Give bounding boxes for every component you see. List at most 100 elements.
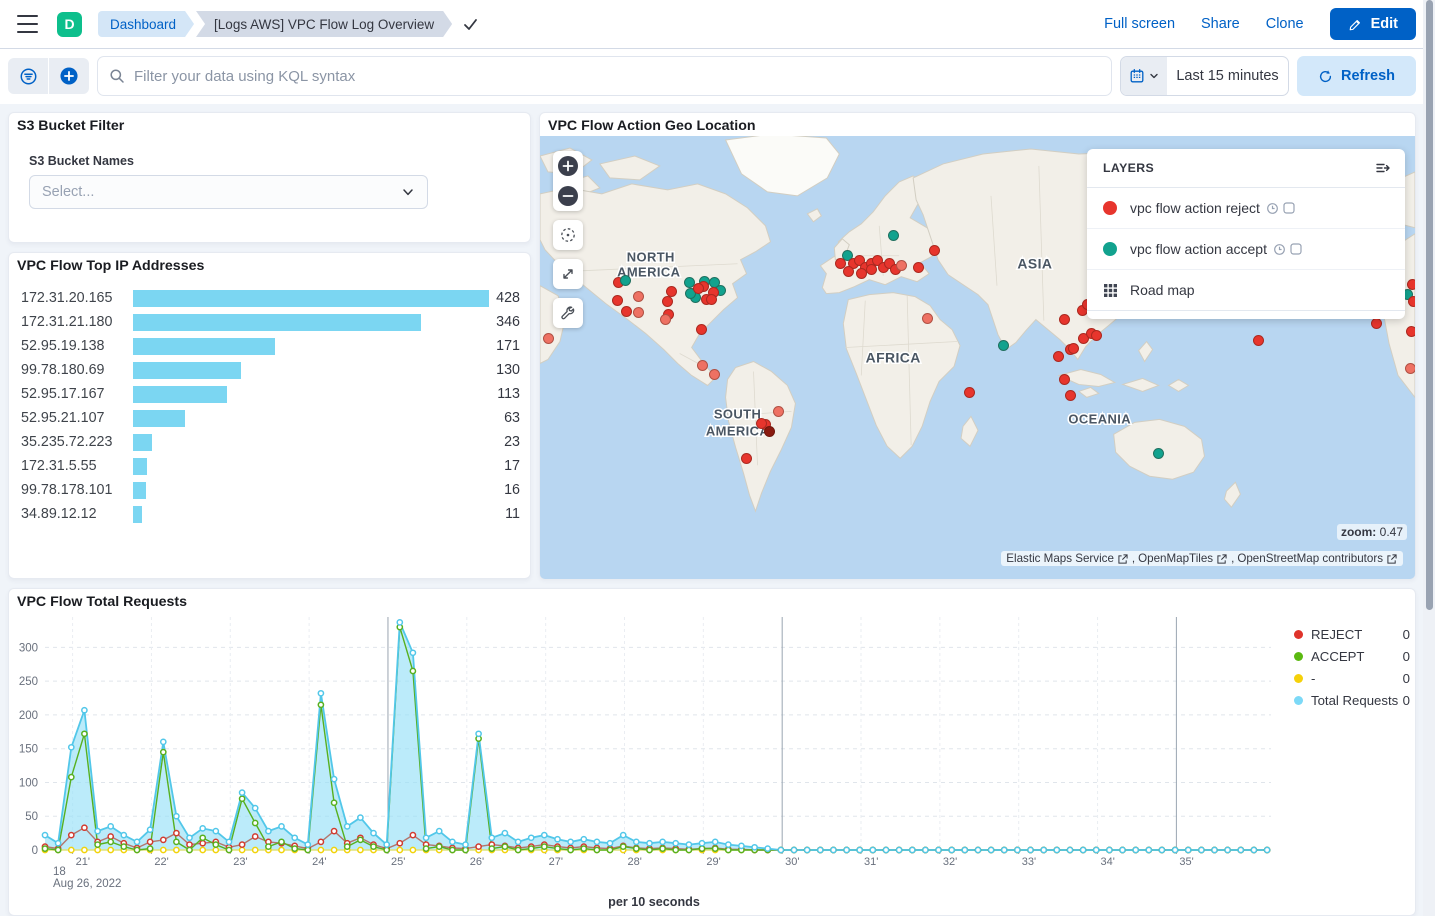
map-point[interactable] [740, 452, 752, 464]
data-point[interactable] [383, 841, 391, 848]
data-point[interactable] [816, 846, 824, 854]
ip-bar[interactable] [132, 313, 421, 331]
data-point[interactable] [343, 823, 351, 830]
data-point[interactable] [422, 834, 430, 842]
time-range-value[interactable]: Last 15 minutes [1176, 68, 1279, 84]
map-point[interactable] [661, 295, 673, 307]
data-point[interactable] [462, 841, 469, 848]
share-button[interactable]: Share [1201, 16, 1240, 32]
data-point[interactable] [67, 831, 75, 839]
map-point[interactable] [1407, 295, 1415, 307]
data-point[interactable] [343, 843, 351, 850]
data-point[interactable] [1066, 846, 1074, 854]
map-tools-button[interactable] [553, 298, 583, 328]
data-point[interactable] [225, 838, 233, 846]
data-point[interactable] [1237, 846, 1245, 854]
data-point[interactable] [435, 827, 443, 835]
layer-item-road-map[interactable]: Road map [1087, 270, 1405, 311]
data-point[interactable] [396, 619, 404, 626]
map-point[interactable] [963, 386, 975, 398]
data-point[interactable] [120, 843, 128, 850]
data-point[interactable] [238, 846, 246, 854]
map-point[interactable] [1406, 278, 1415, 290]
data-point[interactable] [370, 843, 377, 850]
data-point[interactable] [159, 846, 167, 854]
clone-button[interactable]: Clone [1265, 16, 1304, 32]
data-point[interactable] [173, 838, 180, 846]
data-point[interactable] [908, 846, 916, 854]
attribution-link[interactable]: OpenMapTiles [1138, 552, 1214, 565]
scrollbar-thumb[interactable] [1425, 0, 1433, 610]
map-point[interactable] [1252, 334, 1264, 346]
data-point[interactable] [711, 838, 719, 846]
data-point[interactable] [646, 839, 653, 847]
data-point[interactable] [751, 843, 758, 851]
map-point[interactable] [1058, 373, 1070, 385]
data-point[interactable] [619, 831, 627, 839]
data-point[interactable] [396, 839, 404, 847]
data-point[interactable] [225, 846, 233, 854]
data-point[interactable] [317, 846, 325, 854]
data-point[interactable] [317, 838, 325, 846]
map-point[interactable] [834, 257, 846, 269]
data-point[interactable] [199, 825, 207, 832]
data-point[interactable] [146, 845, 154, 852]
data-point[interactable] [1132, 846, 1140, 854]
data-point[interactable] [278, 823, 285, 830]
map-point[interactable] [871, 254, 883, 266]
map-point[interactable] [705, 293, 717, 305]
data-point[interactable] [475, 843, 482, 850]
data-point[interactable] [54, 846, 62, 854]
legend-item[interactable]: ACCEPT 0 [1294, 645, 1410, 667]
map-point[interactable] [1064, 389, 1076, 401]
data-point[interactable] [698, 839, 706, 847]
data-point[interactable] [632, 845, 640, 852]
data-point[interactable] [1263, 846, 1271, 854]
map-point[interactable] [692, 282, 704, 294]
data-point[interactable] [724, 841, 732, 848]
data-point[interactable] [251, 819, 259, 827]
data-point[interactable] [540, 831, 548, 839]
data-point[interactable] [173, 829, 180, 837]
map-point[interactable] [665, 285, 677, 297]
data-point[interactable] [107, 846, 115, 854]
data-point[interactable] [67, 743, 75, 751]
data-point[interactable] [304, 846, 312, 854]
data-point[interactable] [278, 846, 285, 854]
data-point[interactable] [94, 841, 101, 848]
data-point[interactable] [803, 846, 811, 854]
data-point[interactable] [593, 838, 601, 846]
map-point[interactable] [912, 261, 924, 273]
data-point[interactable] [764, 845, 772, 852]
data-point[interactable] [159, 748, 167, 756]
data-point[interactable] [199, 846, 207, 854]
ip-bar[interactable] [132, 361, 241, 379]
data-point[interactable] [317, 689, 325, 697]
data-point[interactable] [330, 775, 338, 783]
data-point[interactable] [593, 846, 601, 854]
map-point[interactable] [1405, 325, 1415, 337]
data-point[interactable] [317, 701, 325, 709]
data-point[interactable] [278, 838, 285, 846]
data-point[interactable] [580, 845, 588, 852]
data-point[interactable] [291, 845, 299, 852]
data-point[interactable] [1119, 846, 1126, 854]
data-point[interactable] [1106, 846, 1113, 854]
map-point[interactable] [755, 417, 767, 429]
data-point[interactable] [462, 846, 469, 854]
data-point[interactable] [409, 667, 417, 675]
data-point[interactable] [199, 839, 207, 847]
data-point[interactable] [107, 833, 115, 840]
map-point[interactable] [659, 313, 671, 325]
ip-bar[interactable] [132, 337, 275, 355]
map-point[interactable] [632, 306, 644, 318]
refresh-button[interactable]: Refresh [1297, 56, 1416, 96]
data-point[interactable] [357, 846, 364, 854]
data-point[interactable] [935, 846, 942, 854]
data-point[interactable] [54, 839, 62, 847]
map-point[interactable] [619, 274, 631, 286]
data-point[interactable] [81, 846, 88, 854]
map-point[interactable] [865, 263, 877, 275]
data-point[interactable] [514, 846, 522, 854]
data-point[interactable] [81, 824, 88, 832]
